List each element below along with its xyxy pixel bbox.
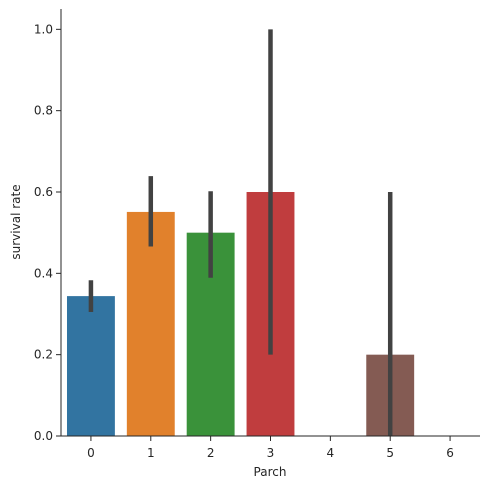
x-tick-label-0: 0 <box>87 446 95 460</box>
x-tick-label-2: 2 <box>207 446 215 460</box>
x-tick-label-6: 6 <box>446 446 454 460</box>
x-tick-label-1: 1 <box>147 446 155 460</box>
bars-group <box>66 192 415 436</box>
error-bars-group <box>88 29 393 436</box>
y-tick-label-0.2: 0.2 <box>34 348 53 362</box>
y-tick-label-1.0: 1.0 <box>34 22 53 36</box>
bar-1 <box>126 211 175 436</box>
x-axis-label: Parch <box>254 465 287 479</box>
x-axis: 0 1 2 3 4 5 6 <box>61 435 480 460</box>
y-tick-label-0.6: 0.6 <box>34 185 53 199</box>
y-tick-label-0.4: 0.4 <box>34 266 53 280</box>
x-tick-label-5: 5 <box>386 446 394 460</box>
x-tick-label-4: 4 <box>327 446 335 460</box>
y-tick-label-0.0: 0.0 <box>34 429 53 443</box>
x-tick-label-3: 3 <box>267 446 275 460</box>
bar-0 <box>66 296 115 436</box>
y-tick-label-0.8: 0.8 <box>34 104 53 118</box>
y-axis-label: survival rate <box>9 184 23 259</box>
y-axis: 0.0 0.2 0.4 0.6 0.8 1.0 <box>34 9 62 443</box>
